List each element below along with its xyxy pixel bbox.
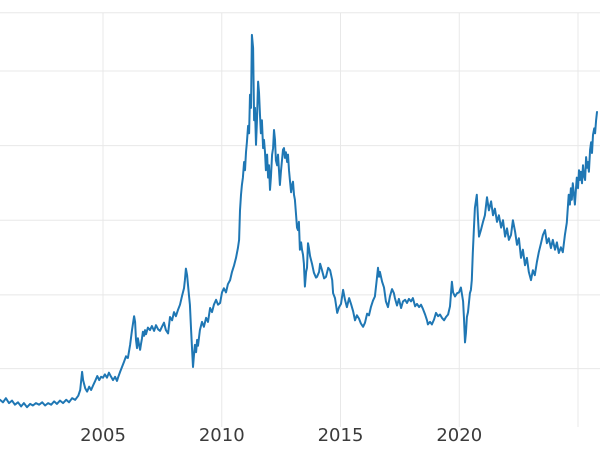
x-axis-tick-label-2005: 2005 — [80, 425, 126, 446]
x-axis-tick-label-2010: 2010 — [198, 425, 245, 446]
series-line-price — [0, 33, 598, 409]
gridlines — [0, 12, 600, 427]
price-line-series — [0, 33, 598, 409]
x-axis-tick-label-2020: 2020 — [436, 425, 483, 446]
x-axis-tick-label-2015: 2015 — [317, 425, 364, 446]
